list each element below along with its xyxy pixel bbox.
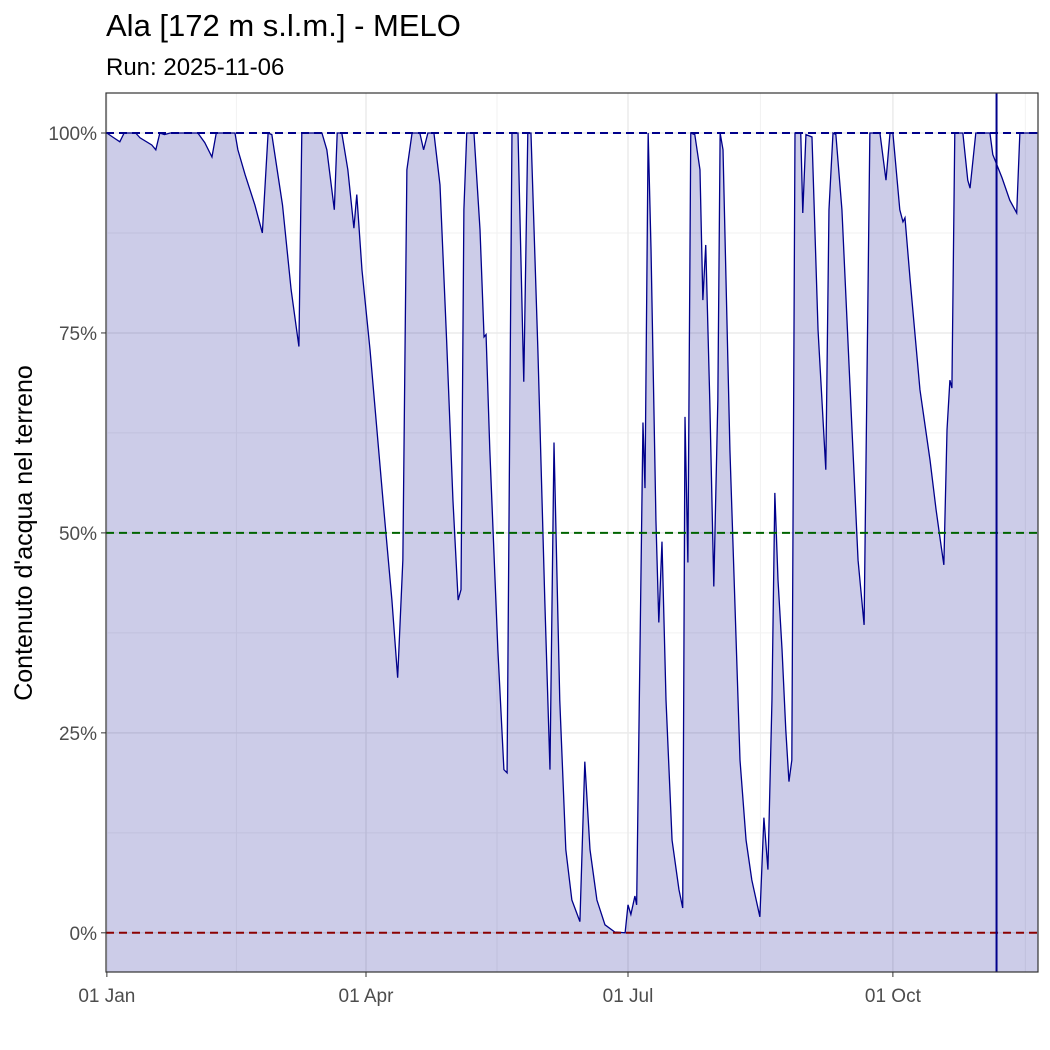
area	[106, 132, 1039, 973]
x-tick-label: 01 Apr	[339, 986, 395, 1007]
x-tick-label: 01 Jan	[78, 986, 135, 1007]
chart-title: Ala [172 m s.l.m.] - MELO	[106, 8, 461, 43]
y-tick-label: 0%	[70, 924, 98, 945]
y-tick-label: 75%	[59, 324, 97, 345]
y-axis-label: Contenuto d'acqua nel terreno	[10, 365, 38, 701]
y-tick-label: 50%	[59, 524, 97, 545]
chart-subtitle: Run: 2025-11-06	[106, 54, 284, 81]
y-tick-label: 100%	[48, 124, 97, 145]
plot-border	[105, 92, 1039, 973]
x-tick-label: 01 Oct	[865, 986, 922, 1007]
x-tick-label: 01 Jul	[603, 986, 654, 1007]
y-tick-label: 25%	[59, 724, 97, 745]
